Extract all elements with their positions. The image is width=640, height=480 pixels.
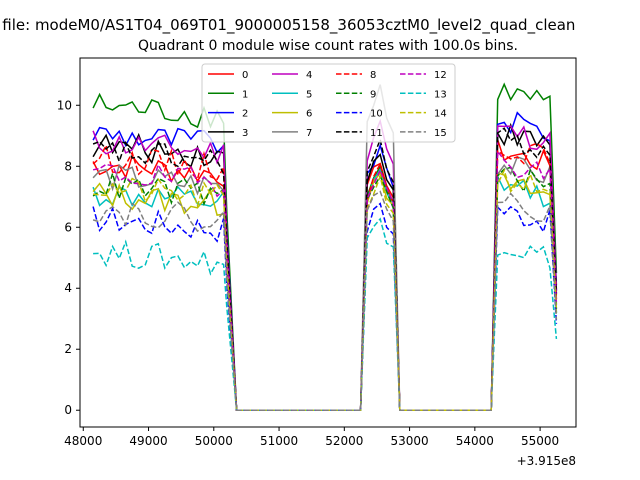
series-layer — [92, 82, 558, 411]
x-tick-label: 49000 — [129, 434, 167, 448]
legend-label-13: 13 — [434, 89, 447, 100]
y-tick-label: 6 — [64, 220, 72, 234]
x-tick-label: 48000 — [64, 434, 102, 448]
y-tick-label: 8 — [64, 159, 72, 173]
legend-label-11: 11 — [370, 128, 383, 139]
x-tick-label: 53000 — [390, 434, 428, 448]
y-tick-label: 2 — [64, 342, 72, 356]
x-tick-label: 52000 — [325, 434, 363, 448]
x-tick-label: 55000 — [521, 434, 559, 448]
figure-suptitle: n file: modeM0/AS1T04_069T01_9000005158_… — [0, 16, 575, 35]
legend-label-1: 1 — [242, 89, 248, 100]
legend-label-10: 10 — [370, 109, 383, 120]
y-tick-label: 4 — [64, 281, 72, 295]
legend-label-12: 12 — [434, 70, 447, 81]
legend-label-4: 4 — [306, 70, 312, 81]
legend-label-5: 5 — [306, 89, 312, 100]
legend-label-14: 14 — [434, 109, 447, 120]
legend-label-0: 0 — [242, 70, 248, 81]
y-tick-label: 0 — [64, 403, 72, 417]
y-axis: 0 2 4 6 8 10 — [57, 98, 80, 417]
x-tick-label: 51000 — [260, 434, 298, 448]
chart-title: Quadrant 0 module wise count rates with … — [138, 38, 518, 54]
legend-label-15: 15 — [434, 128, 447, 139]
legend-label-2: 2 — [242, 109, 248, 120]
axes-frame — [79, 57, 577, 428]
legend-label-7: 7 — [306, 128, 312, 139]
x-axis: 48000 49000 50000 51000 52000 53000 54000 55000 — [64, 427, 559, 448]
legend-label-9: 9 — [370, 89, 376, 100]
legend-box — [201, 63, 456, 143]
legend-label-8: 8 — [370, 70, 376, 81]
legend-label-3: 3 — [242, 128, 248, 139]
series-line-15 — [92, 190, 558, 411]
y-tick-label: 10 — [57, 98, 72, 112]
x-tick-label: 54000 — [456, 434, 494, 448]
x-offset-label: +3.915e8 — [517, 454, 576, 468]
x-tick-label: 50000 — [195, 434, 233, 448]
legend-label-6: 6 — [306, 109, 312, 120]
series-line-10 — [92, 202, 558, 411]
